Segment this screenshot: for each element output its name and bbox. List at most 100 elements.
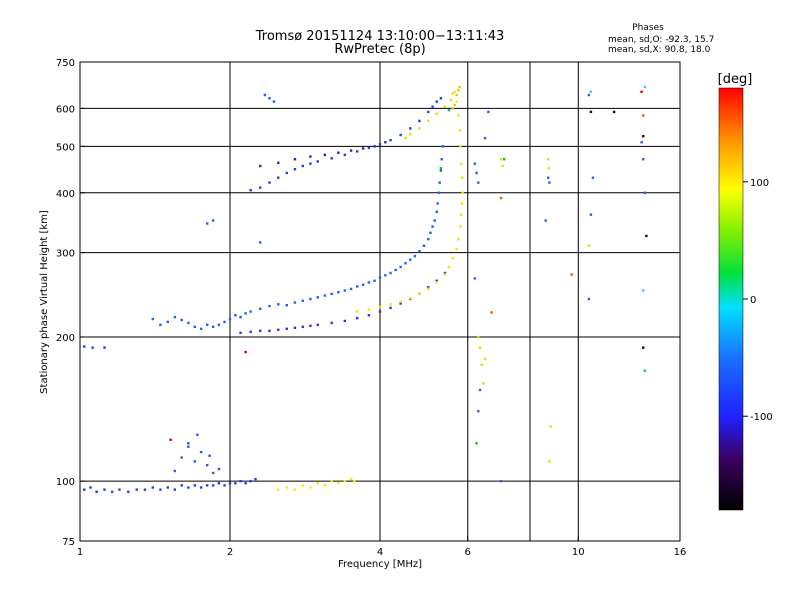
data-point bbox=[461, 191, 464, 194]
data-point bbox=[546, 176, 550, 179]
data-point bbox=[234, 314, 237, 317]
data-point bbox=[323, 294, 327, 297]
data-point bbox=[443, 273, 447, 276]
data-point bbox=[187, 445, 190, 448]
x-tick-label: 6 bbox=[465, 547, 471, 558]
data-point bbox=[268, 304, 271, 308]
data-point bbox=[293, 326, 297, 330]
data-point bbox=[547, 167, 550, 170]
data-point bbox=[309, 297, 312, 301]
data-point bbox=[277, 303, 280, 306]
colorbar-gradient bbox=[718, 87, 744, 511]
colorbar-ticks: 100 0 -100 bbox=[743, 178, 773, 423]
data-point bbox=[643, 369, 647, 372]
grid-lines bbox=[80, 62, 680, 541]
data-point bbox=[587, 297, 591, 301]
data-point bbox=[460, 202, 464, 205]
data-point bbox=[447, 265, 451, 269]
data-point bbox=[187, 442, 190, 445]
data-point bbox=[475, 442, 478, 445]
data-point bbox=[277, 176, 280, 179]
data-point bbox=[643, 191, 647, 194]
data-point bbox=[548, 460, 551, 463]
data-point bbox=[544, 219, 547, 222]
data-point bbox=[435, 100, 438, 103]
data-point bbox=[217, 467, 221, 471]
data-point bbox=[501, 164, 504, 168]
data-point bbox=[483, 136, 487, 140]
data-point bbox=[166, 486, 169, 489]
data-point bbox=[473, 277, 477, 280]
data-point bbox=[404, 136, 407, 140]
data-point bbox=[418, 292, 421, 296]
x-tick-label: 1 bbox=[77, 547, 83, 558]
data-point bbox=[293, 488, 297, 491]
data-point bbox=[441, 145, 445, 148]
data-point bbox=[451, 257, 455, 260]
data-point bbox=[263, 93, 267, 97]
data-point bbox=[436, 202, 439, 205]
data-point bbox=[180, 318, 183, 322]
data-point bbox=[645, 234, 648, 238]
phases-mean-o: mean, sd,O: -92.3, 15.7 bbox=[608, 35, 714, 45]
y-axis-ticks: 75 100 200 300 400 500 600 750 bbox=[56, 58, 85, 548]
x-tick-label: 16 bbox=[674, 547, 687, 558]
data-point bbox=[389, 303, 392, 306]
data-point bbox=[355, 285, 359, 288]
data-point bbox=[151, 317, 155, 321]
data-point bbox=[205, 222, 209, 225]
data-point bbox=[323, 153, 327, 157]
data-point bbox=[166, 320, 169, 324]
data-point bbox=[205, 463, 209, 467]
data-point bbox=[459, 225, 462, 228]
y-tick-label: 75 bbox=[62, 537, 75, 548]
chart-title: Tromsø 20151124 13:10:00−13:11:43 bbox=[255, 29, 505, 44]
data-point bbox=[316, 482, 319, 485]
data-point bbox=[451, 107, 455, 110]
data-point bbox=[389, 306, 392, 310]
data-point bbox=[451, 92, 455, 95]
data-point bbox=[373, 145, 376, 148]
y-tick-label: 750 bbox=[56, 58, 75, 69]
data-point bbox=[293, 301, 297, 304]
data-point bbox=[259, 164, 262, 168]
data-point bbox=[285, 327, 288, 331]
data-point bbox=[249, 188, 252, 192]
data-point bbox=[409, 127, 412, 130]
y-tick-label: 600 bbox=[56, 104, 75, 115]
data-point bbox=[337, 151, 340, 154]
data-point bbox=[239, 479, 242, 483]
data-point bbox=[277, 488, 280, 491]
data-point bbox=[591, 176, 595, 179]
data-point bbox=[459, 145, 462, 148]
data-point bbox=[640, 90, 643, 93]
x-tick-label: 2 bbox=[227, 547, 233, 558]
data-point bbox=[268, 181, 271, 184]
data-point bbox=[259, 241, 262, 244]
data-point bbox=[95, 490, 98, 494]
data-point bbox=[244, 312, 247, 315]
data-point bbox=[427, 287, 430, 291]
data-point bbox=[587, 244, 591, 247]
data-point bbox=[589, 213, 593, 216]
data-point bbox=[330, 157, 333, 160]
data-points bbox=[83, 85, 648, 494]
data-point bbox=[217, 482, 221, 485]
data-point bbox=[373, 279, 376, 282]
data-point bbox=[389, 271, 392, 275]
data-point bbox=[361, 283, 365, 286]
data-point bbox=[458, 129, 461, 132]
data-point bbox=[244, 350, 247, 354]
data-point bbox=[455, 247, 458, 251]
data-point bbox=[135, 488, 138, 491]
data-point bbox=[343, 289, 347, 292]
data-point bbox=[642, 134, 645, 138]
data-point bbox=[570, 273, 573, 276]
data-point bbox=[433, 219, 436, 222]
data-point bbox=[612, 110, 616, 114]
data-point bbox=[440, 158, 443, 161]
data-point bbox=[193, 484, 197, 487]
data-point bbox=[389, 138, 392, 142]
data-point bbox=[473, 162, 477, 165]
data-point bbox=[477, 409, 480, 413]
